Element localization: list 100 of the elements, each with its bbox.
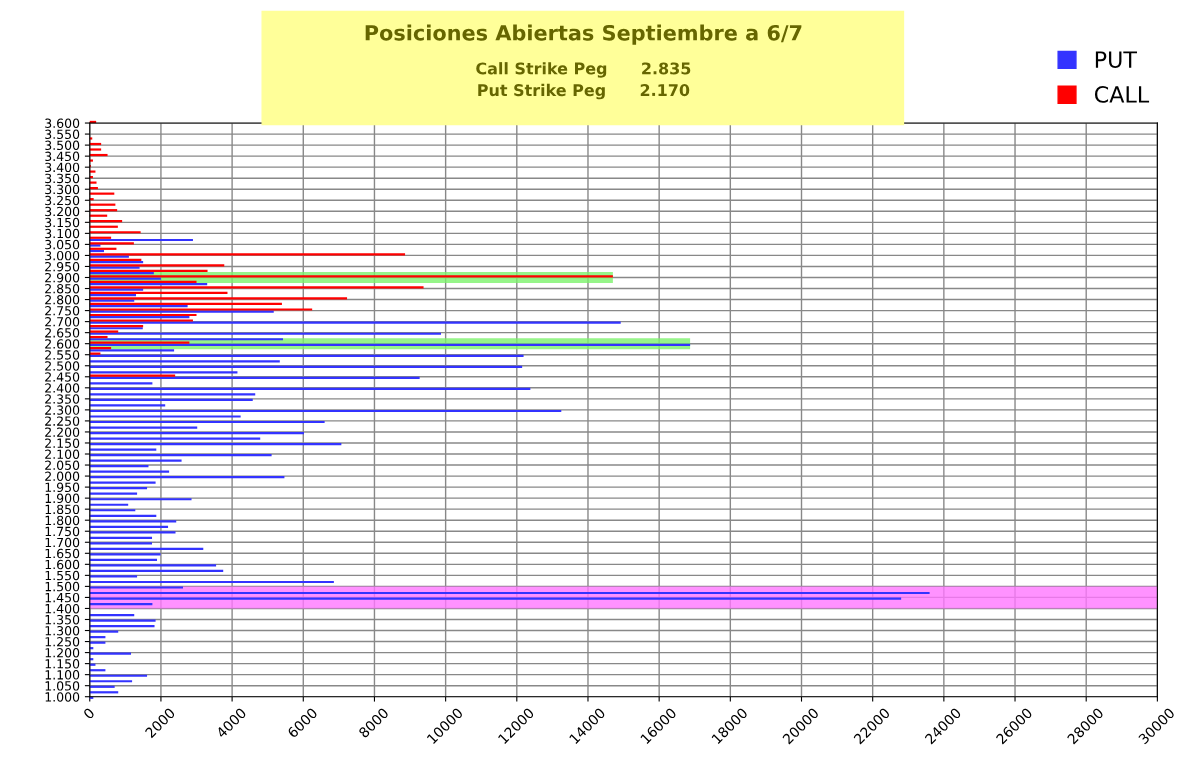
- bar: [89, 558, 158, 562]
- bar: [89, 275, 613, 278]
- bar: [89, 437, 261, 440]
- y-tick-label: 2.800: [45, 295, 80, 305]
- y-tick-label: 3.600: [45, 118, 80, 128]
- y-tick-label: 1.350: [45, 614, 80, 625]
- bar: [89, 685, 115, 688]
- bar: [89, 360, 280, 363]
- bar: [89, 398, 253, 402]
- bar: [89, 625, 155, 628]
- bar: [89, 271, 154, 275]
- y-tick-label: 3.000: [45, 250, 80, 261]
- bar: [89, 249, 104, 253]
- y-tick-label: 1.550: [45, 570, 80, 581]
- bar: [89, 291, 228, 295]
- y-tick-label: 1.900: [45, 493, 80, 504]
- bar: [89, 597, 902, 600]
- y-tick-label: 1.500: [45, 581, 80, 592]
- y-tick-label: 2.350: [45, 394, 80, 404]
- y-tick-label: 1.100: [45, 670, 80, 680]
- bar: [89, 341, 190, 344]
- bar: [89, 338, 283, 341]
- y-tick-label: 3.550: [45, 129, 80, 139]
- chart-subtitle: Call Strike Peg 2.835 Put Strike Peg 2.170: [476, 62, 691, 100]
- bar: [89, 542, 153, 545]
- bar: [89, 476, 285, 479]
- bar: [89, 286, 424, 289]
- y-tick-label: 1.250: [45, 637, 80, 647]
- y-tick-label: 1.600: [45, 559, 80, 570]
- bar: [89, 181, 97, 184]
- y-tick-label: 2.550: [45, 350, 80, 360]
- bar: [89, 349, 175, 352]
- y-tick-label: 2.900: [45, 272, 80, 283]
- bar: [89, 335, 108, 339]
- y-tick-label: 1.050: [45, 681, 80, 691]
- y-tick-label: 2.450: [45, 372, 80, 382]
- bar: [89, 264, 225, 267]
- y-tick-label: 2.300: [45, 405, 80, 415]
- bar: [89, 459, 182, 462]
- bar: [89, 680, 133, 683]
- y-tick-label: 2.150: [45, 438, 80, 448]
- bar: [89, 374, 176, 377]
- bar: [89, 376, 420, 379]
- y-tick-label: 2.250: [45, 416, 80, 426]
- y-tick-label: 2.050: [45, 460, 80, 470]
- bar: [89, 652, 132, 655]
- bar: [89, 297, 348, 300]
- bar: [89, 525, 169, 528]
- y-tick-label: 1.850: [45, 504, 80, 515]
- bar: [89, 220, 123, 223]
- legend-label: CALL: [1094, 85, 1150, 103]
- y-tick-label: 1.000: [45, 692, 80, 702]
- bar: [89, 310, 274, 313]
- bar: [89, 148, 102, 151]
- y-tick-label: 3.250: [45, 195, 80, 206]
- bar: [89, 332, 441, 335]
- y-tick-label: 2.500: [45, 361, 80, 371]
- y-tick-label: 3.100: [45, 228, 80, 239]
- bar: [89, 454, 272, 457]
- y-tick-label: 1.700: [45, 537, 80, 548]
- bar: [89, 514, 157, 517]
- bar: [89, 330, 119, 333]
- bar: [89, 547, 204, 550]
- bar: [89, 470, 170, 473]
- y-tick-label: 3.400: [45, 162, 80, 173]
- bar: [89, 253, 406, 256]
- y-tick-label: 2.100: [45, 449, 80, 459]
- bar: [89, 255, 129, 258]
- y-tick-label: 3.150: [45, 217, 80, 228]
- bar: [89, 354, 524, 357]
- bar: [89, 586, 183, 589]
- bar: [89, 302, 282, 306]
- bar: [89, 299, 135, 302]
- bar: [89, 159, 93, 162]
- y-tick-label: 1.800: [45, 515, 80, 526]
- bar: [89, 613, 135, 617]
- bar: [89, 371, 238, 374]
- bar: [89, 343, 691, 346]
- chart-title: Posiciones Abiertas Septiembre a 6/7: [365, 24, 802, 45]
- y-tick-label: 3.500: [45, 140, 80, 151]
- bar: [89, 280, 197, 284]
- bar: [89, 564, 217, 567]
- y-tick-label: 3.350: [45, 173, 80, 184]
- y-tick-label: 1.750: [45, 526, 80, 537]
- bar: [89, 305, 188, 308]
- bar: [89, 619, 156, 622]
- bar: [89, 536, 153, 539]
- bar: [89, 244, 101, 247]
- bar: [89, 553, 161, 556]
- bar: [89, 591, 930, 595]
- y-tick-label: 1.450: [45, 592, 80, 603]
- y-tick-label: 1.300: [45, 625, 80, 636]
- bar: [89, 602, 153, 606]
- x-tick-label: 0: [82, 707, 96, 720]
- bar: [89, 431, 304, 435]
- bar: [89, 242, 134, 245]
- y-tick-label: 1.950: [45, 482, 80, 493]
- y-tick-label: 3.050: [45, 239, 80, 250]
- y-tick-label: 2.700: [45, 317, 80, 327]
- bar: [89, 531, 176, 534]
